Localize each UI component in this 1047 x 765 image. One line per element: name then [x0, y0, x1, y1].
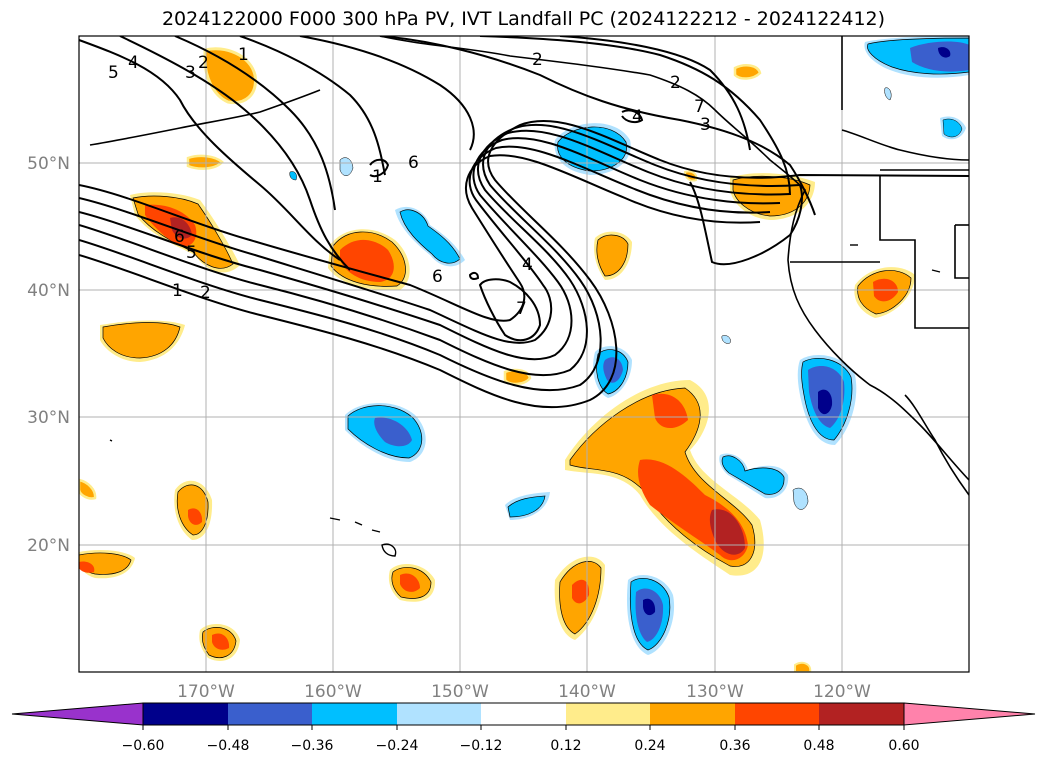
contour-label: 1 [172, 281, 183, 301]
contour-label: 7 [516, 299, 527, 319]
colorbar-bin [312, 703, 397, 725]
colorbar-bin [397, 703, 481, 725]
colorbar-tick-label: −0.12 [460, 738, 503, 754]
lon-label: 130°W [686, 682, 744, 702]
lon-label: 160°W [304, 682, 362, 702]
colorbar-tick-label: −0.24 [376, 738, 419, 754]
colorbar-tick-label: 0.48 [803, 738, 834, 754]
colorbar-tick-label: −0.36 [291, 738, 334, 754]
colorbar-tick-label: 0.60 [888, 738, 919, 754]
coastlines [89, 36, 969, 496]
figure-title: 2024122000 F000 300 hPa PV, IVT Landfall… [161, 8, 886, 30]
longitude-labels: 170°W 160°W 150°W 140°W 130°W 120°W [177, 682, 871, 702]
map-frame [78, 35, 970, 673]
colorbar-bin [228, 703, 312, 725]
map-area [79, 36, 969, 672]
pv-contours [79, 36, 969, 409]
colorbar-tick-label: −0.48 [207, 738, 250, 754]
colorbar-bin [650, 703, 735, 725]
lon-label: 150°W [431, 682, 489, 702]
colorbar-bin [143, 703, 228, 725]
contour-label: 4 [128, 53, 139, 73]
contour-label: 2 [200, 283, 211, 303]
lon-label: 140°W [558, 682, 616, 702]
contour-label: 4 [522, 255, 533, 275]
latitude-labels: 50°N 40°N 30°N 20°N [27, 154, 70, 556]
colorbar-tick-label: 0.36 [719, 738, 750, 754]
lat-label: 40°N [27, 281, 70, 301]
colorbar-extend-high [903, 702, 1036, 726]
lon-label: 120°W [813, 682, 871, 702]
pv-anomaly-fill [79, 36, 969, 672]
contour-label: 5 [108, 63, 119, 83]
contour-label: 6 [408, 153, 419, 173]
contour-label: 5 [186, 243, 197, 263]
contour-label-group: 5 4 3 2 1 2 6 1 6 5 1 2 6 4 7 2 4 3 7 [108, 45, 711, 319]
colorbar-tick-label: 0.12 [550, 738, 581, 754]
colorbar-tick-label: −0.60 [122, 738, 165, 754]
lon-label: 170°W [177, 682, 235, 702]
contour-label: 6 [432, 267, 443, 287]
lat-label: 30°N [27, 408, 70, 428]
contour-label: 3 [185, 63, 196, 83]
colorbar-bin [481, 703, 566, 725]
colorbar: −0.60 −0.48 −0.36 −0.24 −0.12 0.12 0.24 … [11, 702, 1036, 754]
colorbar-bin [819, 703, 904, 725]
contour-label: 1 [372, 167, 383, 187]
contour-label: 7 [694, 97, 705, 117]
colorbar-tick-label: 0.24 [634, 738, 665, 754]
colorbar-extend-low [11, 702, 144, 726]
colorbar-bin [566, 703, 650, 725]
contour-label: 2 [670, 73, 681, 93]
islands [109, 244, 941, 557]
contour-label: 1 [238, 45, 249, 65]
contour-label: 3 [700, 115, 711, 135]
contour-label: 2 [198, 53, 209, 73]
lat-label: 50°N [27, 154, 70, 174]
colorbar-bin [735, 703, 819, 725]
contour-label: 2 [532, 50, 543, 70]
contour-label: 6 [174, 227, 185, 247]
lat-label: 20°N [27, 536, 70, 556]
contour-label: 4 [632, 107, 643, 127]
